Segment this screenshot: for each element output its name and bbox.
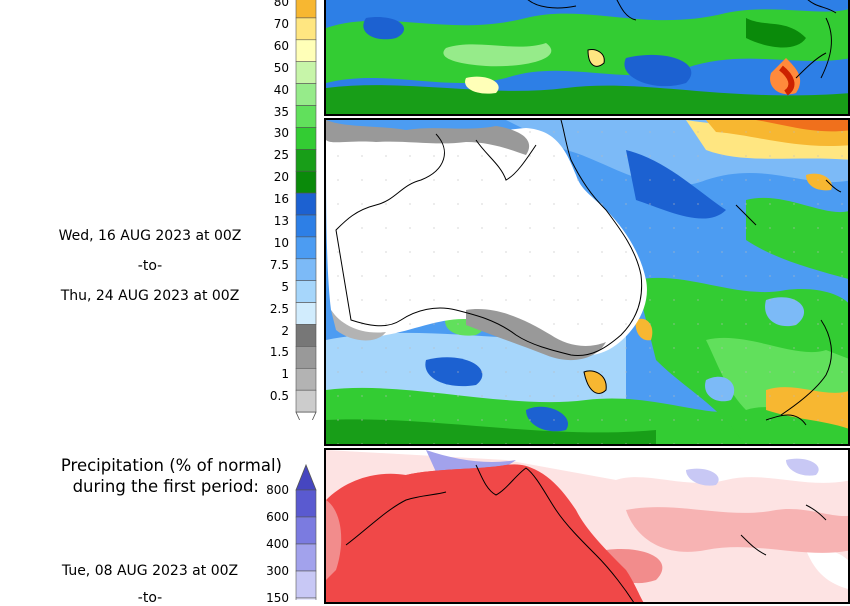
map-pct-normal-image	[326, 450, 848, 602]
total-legend-label: 0.5	[269, 389, 289, 404]
total-legend-label: 20	[273, 170, 289, 185]
total-legend-swatch	[295, 83, 317, 106]
total-legend-swatch	[295, 105, 317, 128]
total-legend-swatch	[295, 389, 317, 413]
total-legend-label: 2	[281, 323, 289, 338]
map-total-second-image	[326, 120, 848, 444]
total-legend-label: 60	[273, 38, 289, 53]
total-legend-label: 25	[273, 148, 289, 163]
pct-legend-swatch	[295, 597, 317, 600]
total-legend-label: 5	[281, 279, 289, 294]
total-precip-legend	[0, 0, 320, 420]
first-period-separator: -to-	[137, 590, 163, 606]
total-legend-swatch	[295, 0, 317, 19]
total-legend-swatch	[295, 346, 317, 369]
total-legend-colorbar	[295, 0, 317, 420]
total-legend-label: 80	[273, 0, 289, 9]
total-legend-label: 1	[281, 367, 289, 382]
map-pct-normal-first-period	[324, 448, 850, 604]
pct-legend-swatch	[295, 489, 317, 518]
pct-legend-label: 300	[266, 564, 289, 578]
pct-legend-end-arrow	[295, 463, 317, 491]
total-legend-swatch	[295, 302, 317, 325]
total-legend-swatch	[295, 39, 317, 62]
total-legend-swatch	[295, 192, 317, 216]
map-total-second-period	[324, 118, 850, 446]
total-legend-swatch	[295, 17, 317, 41]
second-period-end: Thu, 24 AUG 2023 at 00Z	[60, 288, 240, 304]
total-legend-label: 16	[273, 192, 289, 207]
total-legend-swatch	[295, 127, 317, 150]
total-legend-swatch	[295, 324, 317, 347]
total-legend-label: 50	[273, 60, 289, 75]
total-legend-swatch	[295, 367, 317, 391]
pct-legend-label: 400	[266, 537, 289, 551]
total-legend-label: 30	[273, 126, 289, 141]
pct-legend-label: 600	[266, 510, 289, 524]
pct-normal-legend	[0, 460, 320, 600]
total-legend-label: 70	[273, 16, 289, 31]
second-period-start: Wed, 16 AUG 2023 at 00Z	[58, 228, 242, 244]
total-legend-end-arrow	[295, 411, 317, 420]
total-legend-label: 13	[273, 214, 289, 228]
pct-title-line2: during the first period:	[72, 477, 259, 496]
total-legend-label: 7.5	[269, 257, 289, 272]
pct-legend-swatch	[295, 516, 317, 545]
map-total-first-image	[326, 0, 848, 114]
total-legend-label: 10	[273, 235, 289, 250]
first-period-start: Tue, 08 AUG 2023 at 00Z	[61, 563, 239, 579]
pct-legend-label: 800	[266, 483, 289, 497]
second-period-separator: -to-	[137, 258, 163, 274]
total-legend-label: 40	[273, 82, 289, 97]
total-legend-swatch	[295, 61, 317, 84]
total-legend-swatch	[295, 149, 317, 172]
map-total-first-period	[324, 0, 850, 116]
pct-legend-colorbar	[295, 463, 317, 600]
total-legend-label: 1.5	[269, 345, 289, 360]
pct-title-line1: Precipitation (% of normal)	[60, 456, 282, 475]
total-legend-swatch	[295, 170, 317, 194]
total-legend-label: 35	[273, 104, 289, 119]
total-legend-label: 2.5	[269, 301, 289, 316]
